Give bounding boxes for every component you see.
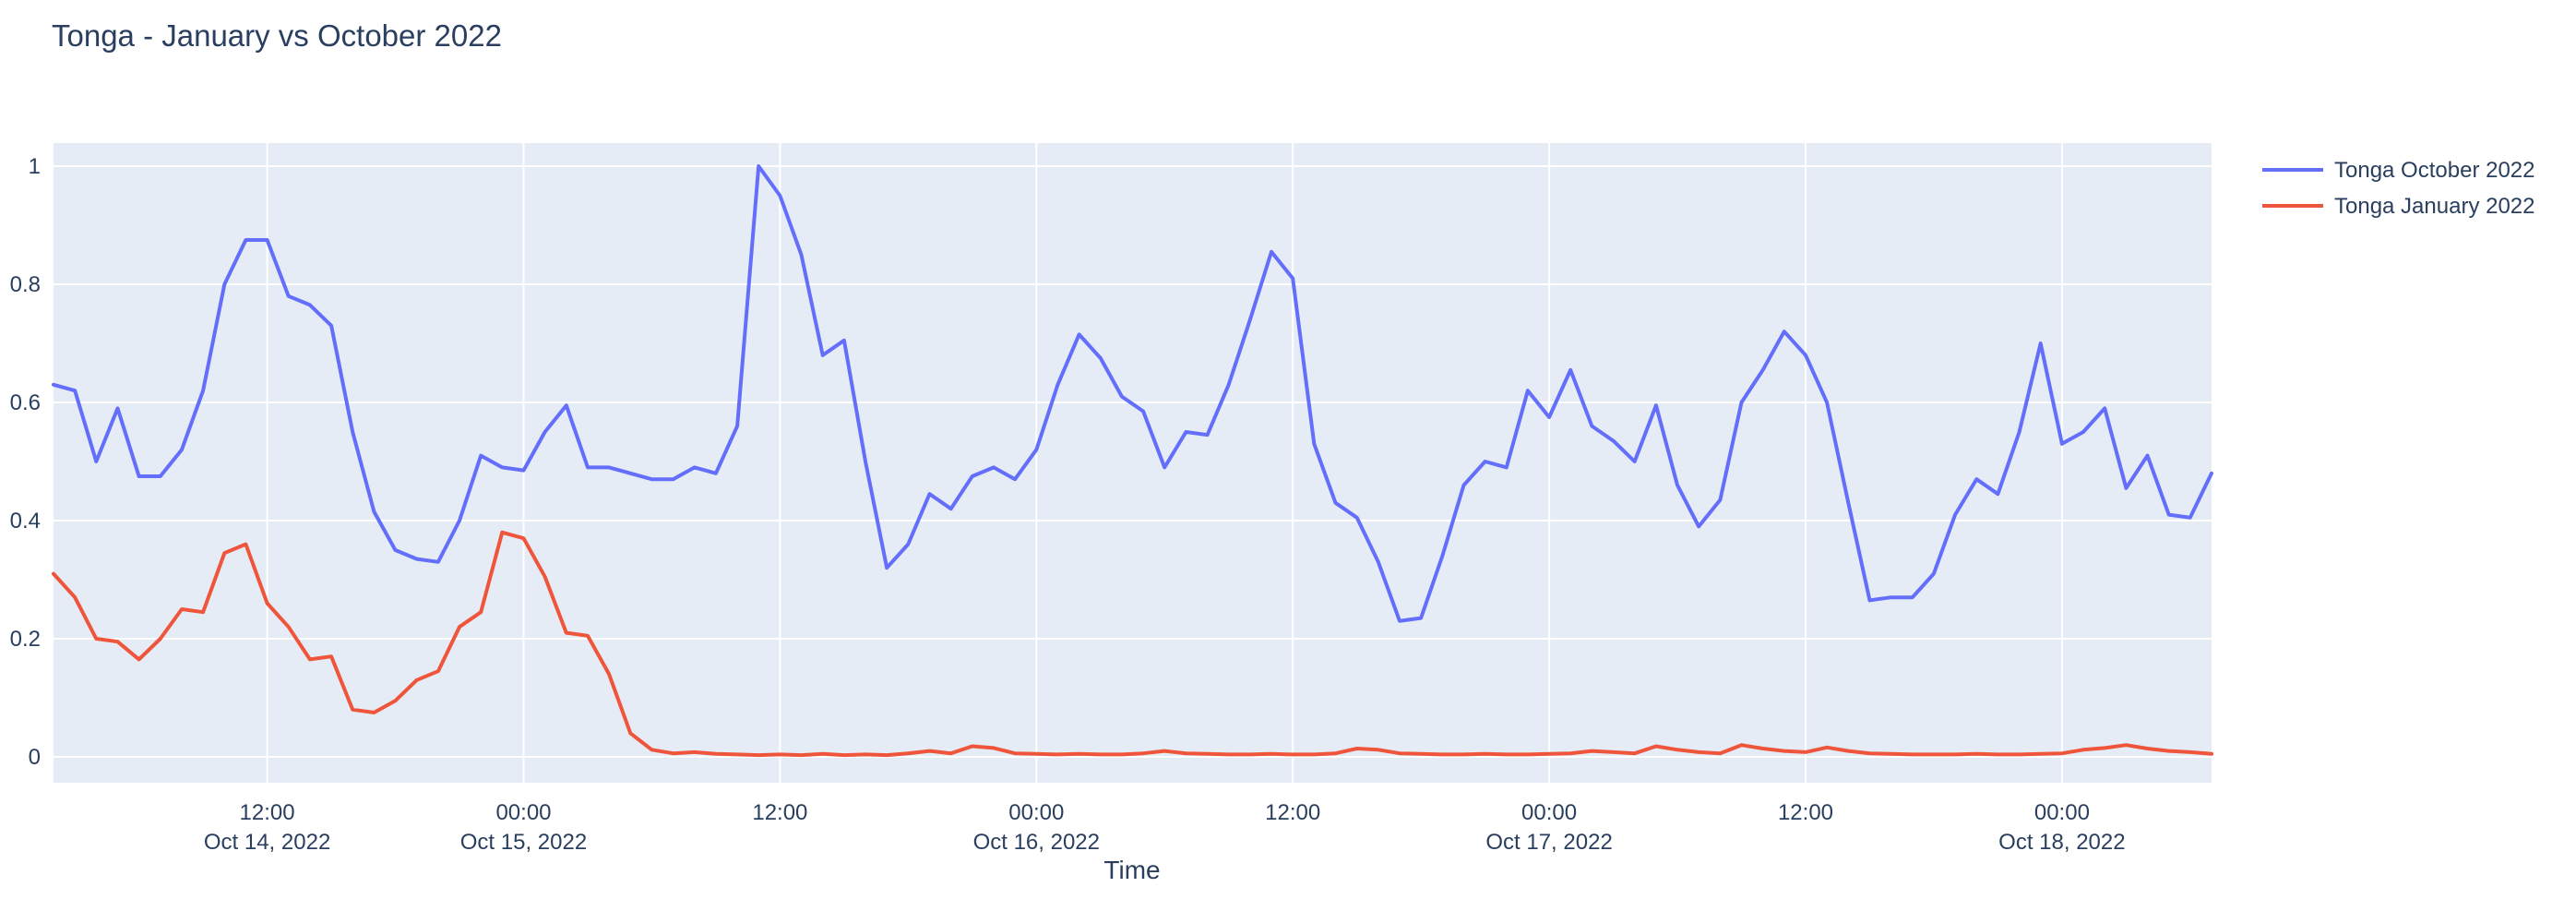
- legend-label-october: Tonga October 2022: [2334, 158, 2535, 183]
- gridlines: [54, 143, 2212, 783]
- x-tick-time-label: 00:00: [495, 800, 551, 825]
- x-tick-date-label: Oct 15, 2022: [460, 830, 587, 855]
- y-tick-label: 0: [29, 745, 41, 770]
- x-axis-title: Time: [1103, 856, 1160, 884]
- trace-tonga-january-2022[interactable]: [52, 530, 2213, 758]
- x-tick-date-label: Oct 17, 2022: [1485, 830, 1612, 855]
- y-tick-label: 0.2: [10, 627, 41, 652]
- y-tick-label: 0.8: [10, 272, 41, 297]
- chart-title: Tonga - January vs October 2022: [52, 18, 502, 53]
- x-tick-date-label: Oct 16, 2022: [973, 830, 1100, 855]
- x-tick-time-label: 12:00: [1265, 800, 1320, 825]
- legend-item-january[interactable]: Tonga January 2022: [2262, 194, 2535, 219]
- x-tick-date-label: Oct 18, 2022: [1998, 830, 2125, 855]
- legend-label-january: Tonga January 2022: [2334, 194, 2535, 219]
- y-tick-label: 1: [29, 154, 41, 179]
- x-tick-time-label: 12:00: [752, 800, 807, 825]
- legend: Tonga October 2022 Tonga January 2022: [2262, 158, 2535, 219]
- y-tick-label: 0.4: [10, 509, 41, 533]
- y-axis-tick-labels: 0 0.2 0.4 0.6 0.8 1: [10, 154, 41, 770]
- y-tick-label: 0.6: [10, 390, 41, 415]
- trace-tonga-october-2022[interactable]: [52, 164, 2213, 623]
- x-tick-time-label: 12:00: [240, 800, 295, 825]
- legend-item-october[interactable]: Tonga October 2022: [2262, 158, 2535, 183]
- x-tick-time-label: 00:00: [1521, 800, 1577, 825]
- x-tick-time-label: 00:00: [1008, 800, 1064, 825]
- x-tick-time-label: 00:00: [2034, 800, 2090, 825]
- x-axis-tick-labels: 12:00 Oct 14, 2022 00:00 Oct 15, 2022 12:00 0…: [204, 800, 2126, 855]
- traces: [52, 164, 2213, 758]
- x-tick-date-label: Oct 14, 2022: [204, 830, 330, 855]
- plot-area[interactable]: [54, 143, 2212, 783]
- x-tick-time-label: 12:00: [1778, 800, 1833, 825]
